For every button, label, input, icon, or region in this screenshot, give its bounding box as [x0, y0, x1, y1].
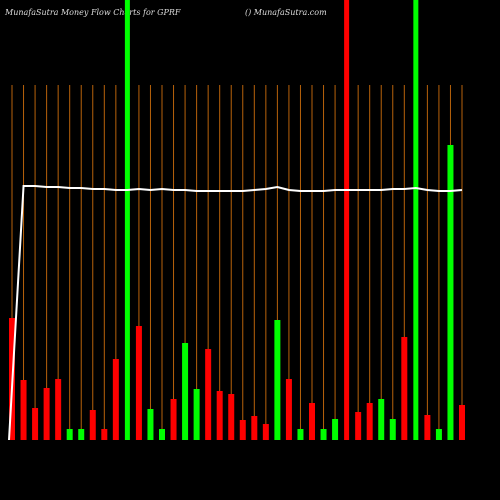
bar: [193, 389, 200, 440]
bar: [147, 409, 154, 440]
bar: [205, 349, 212, 440]
bar: [239, 420, 246, 440]
bar: [435, 429, 442, 440]
bar: [401, 337, 408, 440]
bar: [228, 394, 235, 440]
bar: [447, 145, 454, 440]
bar: [413, 0, 419, 440]
chart-title: MunafaSutra Money Flow Charts for GPRF: [4, 8, 181, 17]
bar: [424, 415, 431, 440]
bar: [355, 412, 362, 440]
bar: [344, 0, 350, 440]
bar: [216, 391, 223, 440]
bar: [274, 320, 281, 440]
bar: [55, 379, 62, 440]
money-flow-line: [8, 185, 463, 441]
chart-subtitle: () MunafaSutra.com: [245, 8, 327, 17]
bar: [135, 326, 142, 440]
bar: [320, 429, 327, 440]
bar: [285, 379, 292, 440]
bar: [124, 0, 130, 440]
bar: [389, 419, 396, 440]
bar: [262, 424, 269, 440]
bar: [78, 429, 85, 440]
bar: [309, 403, 315, 440]
bar: [112, 359, 119, 440]
bar: [66, 429, 73, 440]
bar: [251, 416, 258, 440]
bar: [101, 429, 108, 440]
bar: [378, 399, 385, 440]
bar: [366, 403, 373, 440]
bar: [20, 380, 27, 440]
bar: [159, 429, 165, 440]
bar: [32, 408, 39, 440]
bar: [182, 343, 189, 440]
bar: [297, 429, 304, 440]
bar: [89, 410, 96, 440]
bar: [332, 419, 339, 440]
bar: [43, 388, 50, 440]
bar: [459, 405, 465, 440]
bar: [170, 399, 177, 440]
